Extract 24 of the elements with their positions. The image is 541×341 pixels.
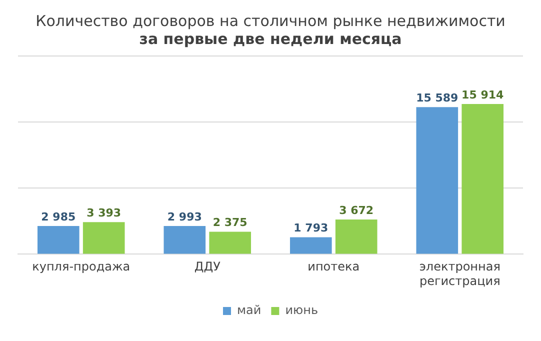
bar bbox=[290, 237, 332, 254]
x-tick-label: ДДУ bbox=[194, 260, 222, 274]
chart-title: Количество договоров на столичном рынке недвижимости bbox=[34, 11, 506, 30]
data-label: 15 589 bbox=[416, 91, 458, 104]
bar bbox=[164, 226, 206, 254]
legend-label: май bbox=[236, 303, 262, 318]
data-label: 2 985 bbox=[41, 210, 76, 224]
x-tick-label: ипотека bbox=[308, 260, 360, 274]
data-label: 1 793 bbox=[294, 222, 328, 235]
chart-subtitle: за первые две недели месяца bbox=[138, 30, 403, 48]
bar bbox=[462, 104, 504, 254]
data-label: 15 914 bbox=[462, 88, 504, 102]
data-label: 2 993 bbox=[167, 210, 202, 224]
data-label: 3 393 bbox=[86, 206, 122, 220]
bar bbox=[416, 107, 458, 254]
bar bbox=[335, 220, 378, 254]
legend-label: июнь bbox=[285, 303, 318, 318]
data-label: 3 672 bbox=[339, 204, 374, 217]
bar bbox=[209, 232, 252, 254]
bar bbox=[82, 222, 125, 254]
x-tick-label: электронная регистрация bbox=[419, 260, 500, 288]
bar bbox=[37, 226, 80, 254]
x-tick-label: купля-продажа bbox=[32, 260, 130, 274]
data-label: 2 375 bbox=[212, 216, 248, 230]
